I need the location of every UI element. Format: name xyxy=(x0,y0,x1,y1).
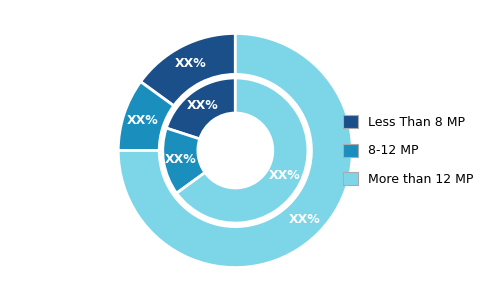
Wedge shape xyxy=(166,78,235,139)
Text: XX%: XX% xyxy=(175,57,207,70)
Wedge shape xyxy=(176,78,308,223)
Wedge shape xyxy=(162,128,205,193)
Text: XX%: XX% xyxy=(269,169,300,182)
Text: XX%: XX% xyxy=(164,153,196,166)
Legend: Less Than 8 MP, 8-12 MP, More than 12 MP: Less Than 8 MP, 8-12 MP, More than 12 MP xyxy=(338,110,478,191)
Text: XX%: XX% xyxy=(288,213,320,226)
Text: XX%: XX% xyxy=(126,114,158,127)
Text: XX%: XX% xyxy=(187,99,218,112)
Wedge shape xyxy=(118,33,352,268)
Wedge shape xyxy=(140,33,235,106)
Wedge shape xyxy=(118,82,174,150)
